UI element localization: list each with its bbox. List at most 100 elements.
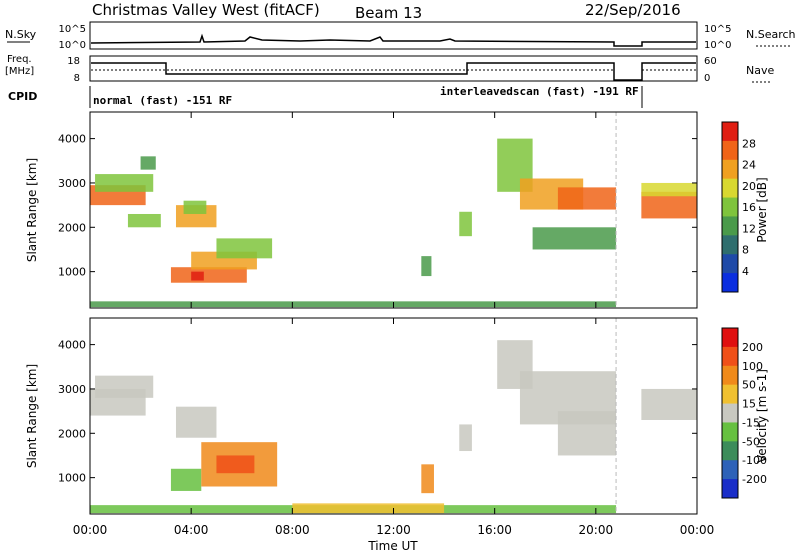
nsearch-tick-bottom: 10^0 (704, 40, 731, 51)
cpid-segment-interleaved: interleavedscan (fast) -191 RF (440, 85, 639, 98)
freq-label: Freq. (7, 54, 32, 65)
power-echo-region (127, 213, 161, 228)
power-colorbar-frame (721, 121, 739, 293)
time-tick-label: 20:00 (579, 523, 614, 537)
velocity-echo-region (170, 468, 202, 491)
power-panel: 1000 2000 3000 4000 Slant Range [km] 28 24 20… (25, 111, 769, 309)
cpid-label: CPID (8, 90, 37, 103)
time-axis: 00:00 04:00 08:00 12:00 16:00 20:00 00:00 (73, 112, 714, 537)
velocity-echo-region (421, 464, 434, 494)
power-echo-region (183, 200, 207, 214)
velocity-colorbar-segment (722, 403, 738, 423)
velocity-echo-region (95, 375, 154, 398)
power-colorbar-segment (722, 122, 738, 142)
power-colorbar-segment (722, 216, 738, 236)
velocity-colorbar-tick-label: -50 (742, 435, 760, 448)
power-colorbar-tick-label: 20 (742, 180, 756, 193)
velocity-colorbar-tick-label: -15 (742, 416, 760, 429)
nave-tick-bottom: 0 (704, 73, 710, 84)
velocity-echo-region (292, 503, 445, 514)
velocity-colorbar-tick-label: 50 (742, 379, 756, 392)
time-tick-label: 16:00 (477, 523, 512, 537)
power-colorbar-tick-label: 8 (742, 244, 749, 257)
power-colorbar-segment (722, 235, 738, 255)
date-label: 22/Sep/2016 (585, 1, 681, 19)
power-colorbar-label: Power [dB] (755, 177, 769, 242)
nave-tick-top: 60 (704, 56, 717, 67)
freq-unit-label: [MHz] (5, 66, 34, 77)
nsky-panel (89, 21, 698, 50)
velocity-colorbar-segment (722, 460, 738, 480)
velocity-colorbar-label: Velocity [m s-1] (755, 369, 769, 463)
nsky-tick-top: 10^5 (59, 24, 86, 35)
velocity-panel: 1000 2000 3000 4000 Slant Range [km] 200 100… (25, 317, 769, 515)
velocity-colorbar-tick-label: 100 (742, 360, 763, 373)
power-echo-region (459, 211, 472, 237)
cpid-segment-normal: normal (fast) -151 RF (93, 94, 232, 107)
velocity-colorbar-segment (722, 441, 738, 461)
velocity-colorbar: 200 100 50 15 -15 -50 -100 -200 (721, 327, 767, 499)
velocity-colorbar-tick-label: 200 (742, 341, 763, 354)
power-y-axis: 1000 2000 3000 4000 (58, 133, 697, 279)
velocity-colorbar-segment (722, 479, 738, 499)
velocity-y-axis: 1000 2000 3000 4000 (58, 339, 697, 485)
nsky-label: N.Sky (5, 28, 37, 41)
velocity-colorbar-frame (721, 327, 739, 499)
nsearch-tick-top: 10^5 (704, 24, 731, 35)
power-colorbar-tick-label: 12 (742, 222, 756, 235)
velocity-colorbar-tick-label: -100 (742, 454, 767, 467)
power-echo-region (641, 182, 697, 197)
velocity-y-tick-label: 1000 (58, 472, 86, 485)
power-colorbar-tick-label: 16 (742, 201, 756, 214)
velocity-colorbar-tick-label: 15 (742, 398, 756, 411)
power-echo-region (140, 156, 156, 170)
velocity-colorbar-segment (722, 328, 738, 348)
power-y-tick-label: 3000 (58, 177, 86, 190)
velocity-colorbar-segment (722, 384, 738, 405)
power-colorbar-segment (722, 197, 738, 217)
nsky-trace (90, 33, 696, 47)
power-echo-region (557, 187, 617, 210)
velocity-colorbar-segment (722, 346, 738, 367)
power-colorbar-tick-label: 24 (742, 159, 756, 172)
velocity-echo-region (175, 406, 217, 438)
velocity-y-tick-label: 3000 (58, 383, 86, 396)
power-colorbar-tick-label: 28 (742, 137, 756, 150)
power-echo-region (191, 271, 204, 281)
power-colorbar-segment (722, 159, 738, 180)
power-echo-region (90, 301, 617, 308)
beam-label: Beam 13 (355, 4, 422, 22)
power-y-tick-label: 2000 (58, 221, 86, 234)
nave-label: Nave (746, 64, 774, 77)
freq-tick-bottom: 8 (74, 73, 80, 84)
power-echo-region (421, 256, 432, 277)
plot-title: Christmas Valley West (fitACF) (92, 1, 320, 19)
power-colorbar-segment (722, 254, 738, 274)
time-axis-label: Time UT (367, 539, 418, 553)
power-y-tick-label: 4000 (58, 133, 86, 146)
velocity-colorbar-segment (722, 422, 738, 442)
power-ylabel: Slant Range [km] (25, 158, 39, 262)
time-tick-label: 04:00 (174, 523, 209, 537)
time-tick-label: 12:00 (376, 523, 411, 537)
velocity-colorbar-tick-label: -200 (742, 473, 767, 486)
power-colorbar: 28 24 20 16 12 8 4 (721, 121, 756, 293)
power-colorbar-tick-label: 4 (742, 265, 749, 278)
velocity-data (90, 318, 697, 514)
time-tick-label: 08:00 (275, 523, 310, 537)
nsearch-label: N.Search (746, 28, 796, 41)
freq-panel (89, 55, 698, 82)
power-echo-region (532, 227, 617, 250)
velocity-echo-region (459, 424, 472, 452)
velocity-echo-region (641, 388, 697, 420)
velocity-colorbar-segment (722, 365, 738, 386)
velocity-echo-region (557, 411, 617, 456)
velocity-echo-region (216, 455, 255, 474)
power-colorbar-segment (722, 140, 738, 161)
power-echo-region (95, 174, 154, 192)
freq-tick-top: 18 (67, 56, 80, 67)
nsky-tick-bottom: 10^0 (59, 40, 86, 51)
power-echo-region (216, 238, 273, 259)
power-colorbar-segment (722, 273, 738, 293)
